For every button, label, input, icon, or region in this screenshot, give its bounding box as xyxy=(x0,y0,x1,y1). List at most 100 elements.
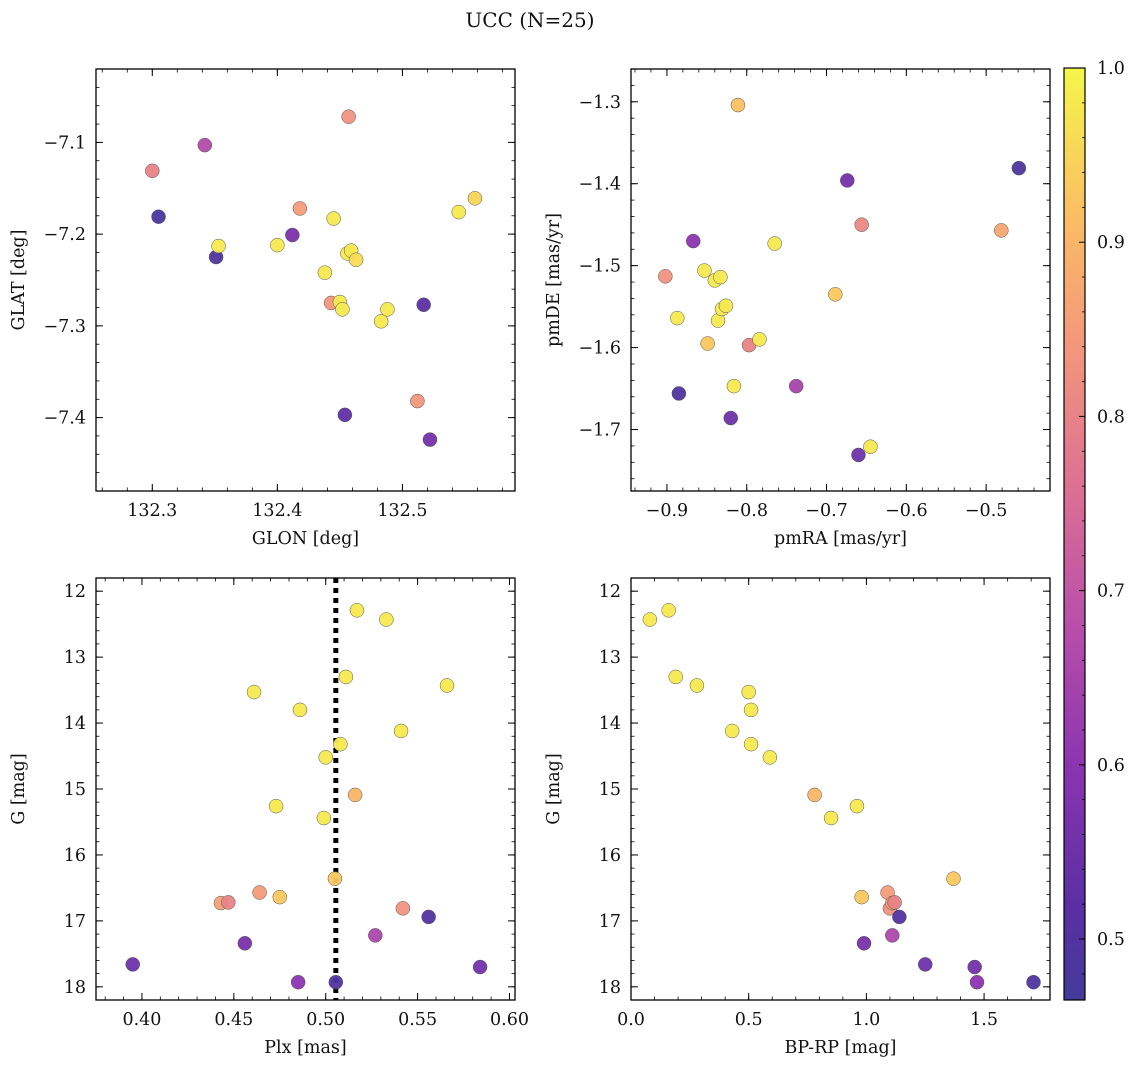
y-tick-label: −7.4 xyxy=(44,409,87,429)
y-tick-label: −1.7 xyxy=(579,421,622,441)
colorbar-tick-label: 1.0 xyxy=(1097,59,1125,79)
data-point xyxy=(856,936,872,951)
data-point xyxy=(713,269,728,285)
data-point xyxy=(762,750,778,765)
data-point xyxy=(851,447,866,463)
data-point xyxy=(246,684,262,700)
x-axis-label: Plx [mas] xyxy=(264,1038,346,1058)
data-point xyxy=(379,612,394,627)
data-point xyxy=(642,612,658,627)
data-point xyxy=(840,173,855,188)
data-point xyxy=(723,410,739,426)
y-tick-label: 18 xyxy=(599,978,621,998)
data-point xyxy=(272,889,288,905)
data-point xyxy=(318,750,333,765)
colorbar-tick-label: 0.5 xyxy=(1097,930,1125,950)
colorbar-tick-label: 0.8 xyxy=(1097,407,1125,427)
data-point xyxy=(828,287,843,302)
plot-frame xyxy=(630,68,1051,492)
data-point xyxy=(767,236,782,251)
colorbar: 0.5 0.6 0.7 0.8 0.9 1.0 xyxy=(1063,59,1125,1001)
data-point xyxy=(327,871,343,886)
x-tick-label: 0.5 xyxy=(735,1010,763,1030)
data-point xyxy=(410,393,425,409)
y-tick-label: −1.5 xyxy=(579,257,622,277)
y-tick-label: 14 xyxy=(64,714,86,734)
x-axis-label: BP-RP [mag] xyxy=(785,1038,897,1058)
x-tick-label: −0.8 xyxy=(725,501,768,521)
y-tick-label: −1.4 xyxy=(579,175,622,195)
data-point xyxy=(451,204,466,220)
x-tick-label: −0.5 xyxy=(965,501,1008,521)
data-point xyxy=(422,432,438,447)
data-point xyxy=(863,439,878,455)
y-tick-label: −7.1 xyxy=(44,133,87,153)
y-tick-label: 17 xyxy=(64,912,86,932)
data-point xyxy=(421,909,436,925)
data-point xyxy=(697,263,712,278)
data-point xyxy=(668,669,683,685)
y-tick-label: 13 xyxy=(64,648,86,668)
data-point xyxy=(854,889,869,905)
data-point xyxy=(823,810,839,826)
x-tick-label: −0.7 xyxy=(805,501,848,521)
panel-bprp-g: 0.0 0.5 1.0 1.5 12 13 14 15 16 17 18 BP-RP [mag] G [… xyxy=(544,577,1051,1058)
y-tick-label: 12 xyxy=(599,582,621,602)
data-point xyxy=(237,936,253,951)
data-point xyxy=(743,702,759,718)
data-point xyxy=(393,723,409,739)
data-point xyxy=(1011,160,1027,176)
data-point xyxy=(145,163,160,179)
colorbar-tick-label: 0.9 xyxy=(1097,233,1125,253)
plot-frame xyxy=(630,577,1051,1001)
data-point xyxy=(125,957,141,972)
y-tick-label: −7.2 xyxy=(44,225,87,245)
data-point xyxy=(671,386,687,401)
data-point xyxy=(373,314,389,329)
data-point xyxy=(1026,974,1041,990)
x-axis-label: pmRA [mas/yr] xyxy=(774,529,907,549)
data-point xyxy=(335,302,350,317)
data-point xyxy=(416,297,431,313)
data-point xyxy=(316,810,332,826)
data-point xyxy=(658,269,673,284)
x-tick-label: 0.50 xyxy=(306,1010,345,1030)
data-point xyxy=(211,238,226,254)
data-point xyxy=(670,310,685,326)
data-point xyxy=(439,678,455,693)
data-point xyxy=(689,678,705,693)
data-point xyxy=(730,97,746,113)
data-point xyxy=(854,217,869,232)
data-point xyxy=(349,603,365,618)
colorbar-tick-label: 0.6 xyxy=(1097,756,1125,776)
data-point xyxy=(752,332,767,347)
data-point xyxy=(270,237,285,253)
data-point xyxy=(946,871,961,886)
data-point xyxy=(326,211,341,226)
data-point xyxy=(472,959,488,975)
y-tick-label: −1.6 xyxy=(579,339,622,359)
data-point xyxy=(380,302,395,317)
panel-plx-g: 0.40 0.45 0.50 0.55 0.60 12 13 14 15 16 17 18 Plx [m… xyxy=(9,577,529,1058)
x-tick-label: 0.60 xyxy=(490,1010,529,1030)
data-point xyxy=(724,723,740,739)
plot-frame xyxy=(95,577,516,1001)
data-point xyxy=(328,974,344,990)
data-point xyxy=(967,959,982,975)
data-point xyxy=(741,684,756,700)
data-point xyxy=(368,928,383,943)
x-tick-label: −0.9 xyxy=(646,501,689,521)
x-tick-label: 0.0 xyxy=(617,1010,645,1030)
data-point xyxy=(292,201,308,216)
x-tick-label: −0.6 xyxy=(885,501,928,521)
data-point xyxy=(348,252,364,268)
colorbar-tick-label: 0.7 xyxy=(1097,582,1125,602)
data-point xyxy=(887,895,902,910)
panel-glon-glat: 132.3 132.4 132.5 −7.1 −7.2 −7.3 −7.4 GLON [deg… xyxy=(9,68,516,549)
data-point xyxy=(151,209,166,224)
x-tick-label: 0.40 xyxy=(122,1010,161,1030)
data-point xyxy=(994,223,1009,238)
data-point xyxy=(252,885,267,900)
data-point xyxy=(197,137,213,153)
